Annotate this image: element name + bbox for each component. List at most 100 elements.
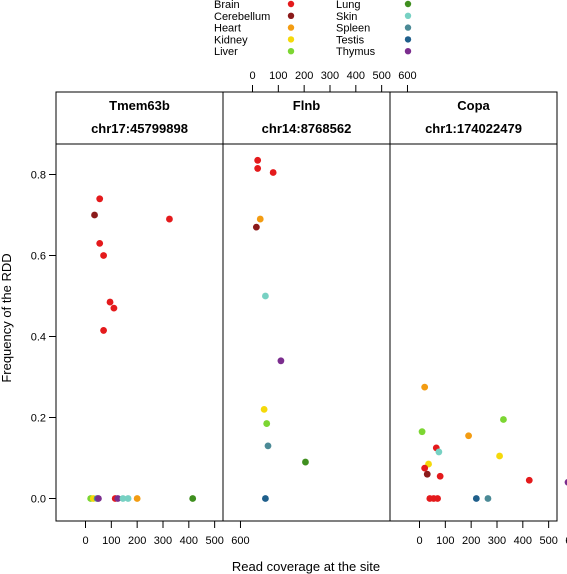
legend-label: Heart	[214, 23, 241, 35]
plot-area	[389, 143, 558, 522]
bottom-x-tick-label: 400	[180, 535, 198, 547]
bottom-x-tick-label: 400	[514, 535, 532, 547]
y-axis: 0.0 0.2 0.4 0.6 0.8	[31, 170, 56, 506]
panel-copa: Copa chr1:174022479	[389, 91, 567, 522]
legend-swatch-spleen	[404, 24, 412, 31]
legend-swatch-heart	[287, 24, 295, 31]
strip-locus-label: chr17:45799898	[91, 121, 188, 136]
legend-swatch-cerebellum	[287, 12, 295, 19]
legend-swatch-liver	[287, 48, 295, 55]
bottom-x-tick-label: 100	[436, 535, 454, 547]
legend-label: Cerebellum	[214, 11, 270, 23]
point-brain	[96, 195, 104, 203]
top-x-tick-label: 300	[321, 70, 339, 82]
panel-flnb: Flnb chr14:8768562	[222, 91, 391, 522]
bottom-x-tick-label: 200	[462, 535, 480, 547]
point-brain	[436, 472, 444, 480]
bottom-x-tick-label: 500	[205, 535, 223, 547]
legend-label: Testis	[336, 34, 365, 46]
point-kidney	[260, 406, 268, 413]
top-x-tick-label: 100	[269, 70, 287, 82]
top-x-tick-label: 600	[398, 70, 416, 82]
strip-gene-label: Flnb	[293, 98, 320, 113]
point-heart	[465, 432, 472, 440]
strip-locus-label: chr14:8768562	[262, 121, 352, 136]
bottom-x-tick-label: 500	[539, 535, 557, 547]
legend-swatch-testis	[404, 36, 412, 43]
strip-locus-label: chr1:174022479	[425, 121, 522, 136]
top-x-tick-label: 400	[347, 70, 365, 82]
bottom-x-tick-label: 100	[102, 535, 120, 547]
point-thymus	[95, 495, 102, 502]
point-heart	[256, 215, 264, 223]
legend-label: Skin	[336, 11, 357, 23]
point-cerebellum	[252, 223, 260, 231]
legend-swatch-lung	[404, 0, 412, 8]
legend-swatch-brain	[287, 0, 295, 8]
x-axis-title: Read coverage at the site	[232, 559, 380, 574]
point-brain	[269, 169, 277, 176]
y-tick-label: 0.8	[31, 170, 46, 182]
legend-label: Lung	[336, 0, 360, 11]
point-skin	[435, 448, 443, 456]
point-brain	[96, 239, 104, 247]
y-tick-label: 0.2	[31, 413, 46, 425]
strip-gene-label: Tmem63b	[109, 98, 170, 113]
point-cerebellum	[423, 470, 431, 478]
point-spleen	[484, 495, 492, 502]
legend-swatch-skin	[404, 12, 412, 19]
point-brain	[100, 252, 107, 259]
point-cerebellum	[91, 211, 98, 219]
point-brain	[254, 165, 262, 172]
bottom-x-tick-label: 300	[154, 535, 172, 547]
point-thymus	[114, 495, 122, 502]
legend-swatch-kidney	[287, 36, 295, 43]
point-testis	[262, 495, 269, 502]
point-thymus	[277, 357, 285, 365]
top-x-axis: 0 100 200 300 400 500 600	[249, 70, 417, 92]
legend-label: Spleen	[336, 23, 370, 35]
strip-gene-label: Copa	[457, 98, 490, 113]
legend-label: Liver	[214, 46, 238, 58]
bottom-x-tick-label: 0	[416, 535, 422, 547]
point-brain	[254, 156, 262, 164]
point-skin	[119, 495, 127, 502]
legend-label: Thymus	[336, 46, 376, 58]
point-lung	[189, 495, 197, 502]
point-brain	[110, 304, 118, 312]
bottom-x-tick-label: 0	[82, 535, 88, 547]
point-brain	[421, 464, 429, 472]
strip	[389, 91, 558, 145]
point-brain	[106, 298, 114, 306]
point-liver	[418, 428, 426, 436]
bottom-x-axis: 0 100 200 300 400 500 600 0 100 200 300 400 500 600	[82, 521, 567, 547]
point-liver	[500, 416, 507, 423]
bottom-x-tick-label: 600	[231, 535, 249, 547]
point-liver	[263, 420, 271, 427]
y-tick-label: 0.6	[31, 251, 46, 263]
bottom-x-tick-label: 600	[565, 535, 567, 547]
legend-label: Brain	[214, 0, 240, 11]
panels: Tmem63b chr17:45799898 Flnb chr14:8768562 Co…	[55, 91, 567, 522]
point-kidney	[496, 452, 503, 460]
plot-area	[55, 143, 224, 522]
point-thymus	[564, 479, 567, 486]
top-x-tick-label: 500	[372, 70, 390, 82]
bottom-x-tick-label: 300	[488, 535, 506, 547]
point-heart	[421, 383, 429, 391]
point-testis	[472, 495, 480, 502]
point-spleen	[264, 442, 272, 450]
y-tick-label: 0.0	[31, 494, 46, 506]
point-lung	[302, 458, 309, 466]
bottom-x-tick-label: 200	[128, 535, 146, 547]
legend-swatch-thymus	[404, 48, 412, 55]
strip	[222, 91, 391, 145]
point-brain	[525, 476, 533, 484]
point-brain	[434, 495, 441, 502]
y-axis-title: Frequency of the RDD	[0, 253, 14, 382]
point-brain	[100, 327, 107, 334]
y-tick-label: 0.4	[31, 332, 46, 344]
point-brain	[166, 215, 173, 223]
